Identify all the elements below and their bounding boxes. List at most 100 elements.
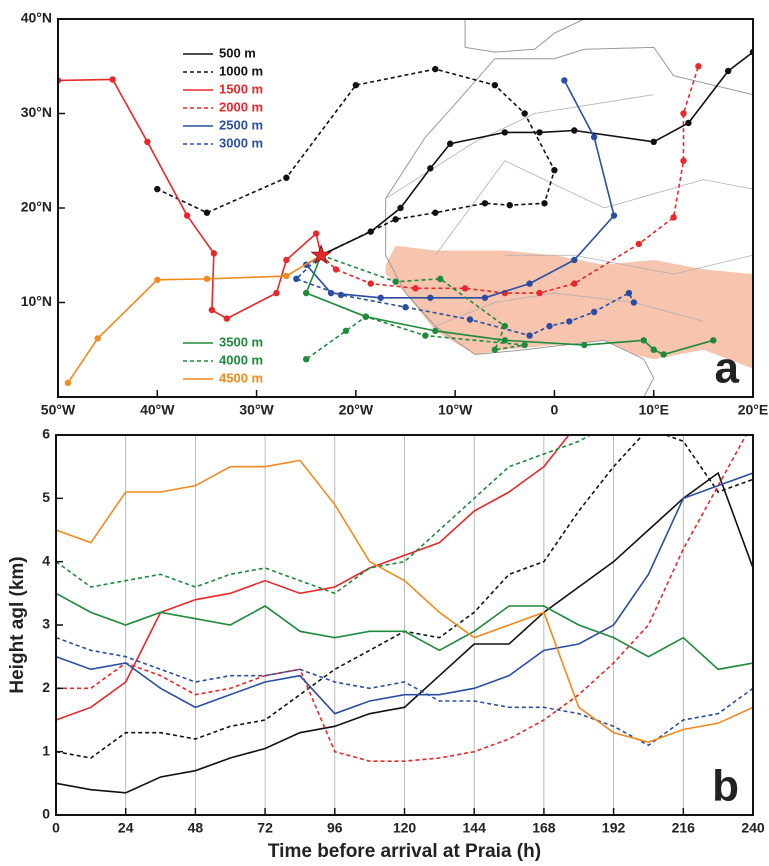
trajectory-point — [571, 280, 578, 287]
legend-label: 2000 m — [219, 99, 263, 114]
trajectory-point — [590, 133, 598, 141]
trajectory-point — [154, 276, 161, 284]
trajectory-point — [581, 341, 588, 349]
trajectory-point — [680, 157, 687, 164]
trajectory-point — [392, 216, 399, 223]
legend-label: 4500 m — [219, 370, 263, 385]
border — [504, 254, 753, 275]
x-tick-label: 30°W — [239, 402, 274, 418]
trajectory-point — [541, 200, 548, 207]
trajectory-point — [283, 272, 290, 280]
trajectory-point — [303, 289, 310, 297]
x-tick-label: 24 — [118, 820, 134, 836]
series-line — [56, 471, 753, 794]
x-axis-title: Time before arrival at Praia (h) — [268, 841, 541, 861]
trajectory-point — [293, 275, 300, 283]
trajectory-point — [590, 308, 598, 316]
trajectory-point — [635, 240, 643, 248]
panel-label: b — [712, 762, 739, 811]
trajectory-point — [466, 316, 474, 323]
trajectory-point — [397, 204, 404, 212]
y-tick-label: 20°N — [21, 199, 52, 215]
trajectory-point — [551, 167, 558, 174]
legend-label: 4000 m — [219, 352, 263, 367]
x-tick-label: 216 — [672, 820, 696, 836]
series-line — [67, 254, 322, 384]
legend-label: 2500 m — [219, 117, 263, 132]
series-line — [56, 435, 747, 762]
x-tick-label: 20°E — [738, 402, 769, 418]
trajectory-point — [481, 200, 489, 207]
trajectory-point — [109, 76, 116, 83]
trajectory-point — [64, 379, 72, 387]
trajectory-point — [491, 346, 499, 353]
series-line — [56, 592, 753, 671]
trajectory-point — [412, 285, 419, 292]
trajectory-point — [501, 322, 508, 330]
trajectory-point — [491, 81, 499, 89]
trajectory-point — [571, 127, 578, 134]
trajectory-point — [402, 304, 409, 311]
trajectory-point — [625, 289, 633, 297]
legend-label: 1000 m — [219, 63, 263, 78]
trajectory-point — [273, 289, 280, 297]
trajectory-point — [94, 335, 101, 342]
trajectory-point — [680, 110, 687, 117]
trajectory-point — [685, 119, 692, 127]
series-line — [58, 78, 322, 320]
x-tick-label: 120 — [393, 820, 417, 836]
trajectory-point — [501, 337, 508, 344]
trajectory-point — [223, 315, 230, 322]
y-tick-label: 40°N — [21, 10, 52, 26]
trajectory-point — [332, 266, 340, 273]
trajectory-point — [501, 129, 508, 136]
series-line — [305, 254, 525, 360]
trajectory-point — [536, 289, 543, 297]
y-axis-title: Height agl (km) — [7, 556, 28, 693]
trajectory-point — [203, 209, 211, 216]
series-line — [56, 459, 753, 744]
trajectory-point — [630, 299, 638, 306]
series-line — [320, 51, 753, 256]
y-tick-label: 4 — [42, 552, 50, 568]
trajectory-point — [710, 337, 717, 344]
trajectory-point — [427, 165, 434, 172]
trajectory-point — [208, 306, 216, 314]
trajectory-point — [670, 214, 677, 221]
coastline — [464, 19, 585, 53]
legend-label: 3500 m — [219, 334, 263, 349]
trajectory-point — [536, 129, 543, 136]
trajectory-point — [650, 138, 657, 146]
trajectory-point — [660, 351, 667, 358]
y-tick-label: 5 — [42, 489, 50, 505]
trajectory-point — [144, 138, 151, 146]
trajectory-point — [695, 63, 702, 70]
trajectory-point — [566, 318, 573, 325]
trajectory-point — [342, 327, 350, 335]
trajectory-point — [154, 185, 161, 193]
y-tick-label: 6 — [42, 426, 50, 442]
x-tick-label: 48 — [188, 820, 204, 836]
trajectory-point — [283, 256, 290, 264]
series-line — [156, 68, 556, 256]
trajectory-point — [362, 313, 369, 320]
praia-star — [310, 244, 332, 265]
legend-label: 3000 m — [219, 135, 263, 150]
sahel-region — [385, 245, 753, 369]
trajectory-point — [724, 67, 732, 75]
trajectory-point — [650, 346, 657, 353]
y-tick-label: 2 — [42, 679, 50, 695]
trajectory-point — [422, 332, 429, 339]
trajectory-point — [506, 201, 513, 209]
x-tick-label: 96 — [327, 820, 343, 836]
trajectory-point — [303, 356, 310, 363]
trajectory-point — [561, 77, 568, 84]
trajectory-point — [437, 275, 444, 283]
x-tick-label: 72 — [257, 820, 273, 836]
trajectory-point — [640, 337, 647, 344]
y-tick-label: 3 — [42, 616, 50, 632]
trajectory-point — [610, 212, 618, 219]
y-tick-label: 30°N — [21, 104, 52, 120]
x-tick-label: 10°W — [438, 402, 473, 418]
